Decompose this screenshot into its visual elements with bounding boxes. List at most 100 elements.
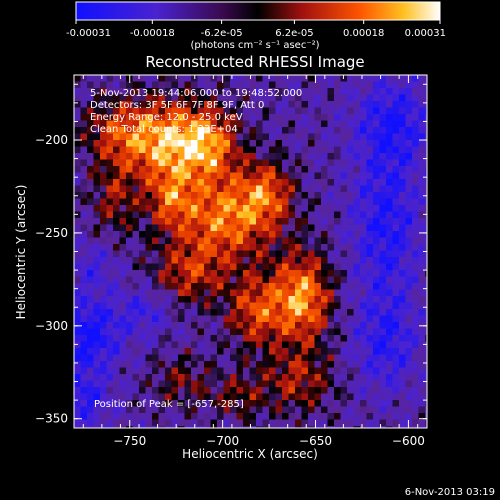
heatmap-cell xyxy=(119,153,127,160)
heatmap-cell xyxy=(256,257,263,264)
heatmap-cell xyxy=(340,224,348,232)
heatmap-cell xyxy=(74,75,81,82)
heatmap-cell xyxy=(152,75,159,82)
heatmap-cell xyxy=(386,153,393,160)
heatmap-cell xyxy=(100,231,107,238)
heatmap-cell xyxy=(145,101,153,108)
heatmap-cell xyxy=(197,94,205,102)
heatmap-cell xyxy=(217,341,224,349)
heatmap-cell xyxy=(275,270,283,277)
heatmap-cell xyxy=(87,276,94,284)
heatmap-cell xyxy=(74,224,81,232)
heatmap-cell xyxy=(386,348,393,355)
heatmap-cell xyxy=(360,257,367,264)
heatmap-cell xyxy=(152,335,159,342)
heatmap-cell xyxy=(217,231,224,238)
heatmap-cell xyxy=(243,159,250,167)
heatmap-cell xyxy=(249,146,257,154)
heatmap-cell xyxy=(386,419,393,427)
heatmap-cell xyxy=(282,283,289,290)
heatmap-cell xyxy=(145,120,153,128)
heatmap-cell xyxy=(100,192,107,199)
heatmap-cell xyxy=(126,263,133,271)
heatmap-cell xyxy=(360,146,367,154)
heatmap-cell xyxy=(132,393,140,401)
heatmap-cell xyxy=(295,361,302,368)
heatmap-cell xyxy=(425,237,427,245)
heatmap-cell xyxy=(366,244,374,251)
heatmap-cell xyxy=(412,88,419,95)
heatmap-cell xyxy=(217,406,224,414)
heatmap-cell xyxy=(230,276,237,284)
heatmap-cell xyxy=(386,75,393,82)
heatmap-cell xyxy=(321,114,328,121)
heatmap-cell xyxy=(392,250,400,258)
heatmap-cell xyxy=(184,75,192,82)
heatmap-cell xyxy=(373,94,380,102)
heatmap-cell xyxy=(353,400,361,407)
heatmap-cell xyxy=(418,354,426,362)
heatmap-cell xyxy=(256,348,263,355)
heatmap-cell xyxy=(262,237,270,245)
heatmap-cell xyxy=(327,419,335,427)
heatmap-cell xyxy=(119,283,127,290)
heatmap-cell xyxy=(106,198,114,206)
heatmap-cell xyxy=(80,211,88,219)
heatmap-cell xyxy=(327,114,335,121)
heatmap-cell xyxy=(334,270,341,277)
heatmap-cell xyxy=(217,159,224,167)
heatmap-cell xyxy=(340,328,348,336)
heatmap-cell xyxy=(171,263,179,271)
heatmap-cell xyxy=(204,224,211,232)
heatmap-cell xyxy=(256,380,263,388)
heatmap-cell xyxy=(399,270,406,277)
heatmap-cell xyxy=(282,75,289,82)
heatmap-cell xyxy=(204,426,211,428)
heatmap-cell xyxy=(379,114,387,121)
heatmap-cell xyxy=(412,263,419,271)
heatmap-cell xyxy=(145,114,153,121)
heatmap-cell xyxy=(301,231,309,238)
heatmap-cell xyxy=(249,367,257,375)
heatmap-cell xyxy=(178,374,185,381)
heatmap-cell xyxy=(334,211,341,219)
heatmap-cell xyxy=(256,179,263,186)
heatmap-cell xyxy=(230,146,237,154)
heatmap-cell xyxy=(191,179,198,186)
heatmap-cell xyxy=(347,328,354,336)
heatmap-cell xyxy=(243,250,250,258)
heatmap-cell xyxy=(275,413,283,420)
heatmap-cell xyxy=(399,400,406,407)
heatmap-cell xyxy=(269,81,276,89)
heatmap-cell xyxy=(295,179,302,186)
heatmap-cell xyxy=(145,263,153,271)
heatmap-cell xyxy=(165,133,172,141)
heatmap-cell xyxy=(275,159,283,167)
heatmap-cell xyxy=(366,146,374,154)
heatmap-cell xyxy=(191,270,198,277)
heatmap-cell xyxy=(314,419,322,427)
heatmap-cell xyxy=(262,166,270,173)
heatmap-cell xyxy=(373,361,380,368)
heatmap-cell xyxy=(360,179,367,186)
heatmap-cell xyxy=(425,367,427,375)
heatmap-cell xyxy=(249,283,257,290)
heatmap-cell xyxy=(80,348,88,355)
heatmap-cell xyxy=(106,244,114,251)
heatmap-cell xyxy=(360,322,367,329)
heatmap-cell xyxy=(132,387,140,394)
heatmap-cell xyxy=(412,140,419,147)
heatmap-cell xyxy=(204,315,211,323)
heatmap-cell xyxy=(217,153,224,160)
heatmap-cell xyxy=(171,380,179,388)
heatmap-cell xyxy=(197,250,205,258)
heatmap-cell xyxy=(74,94,81,102)
heatmap-cell xyxy=(379,211,387,219)
heatmap-cell xyxy=(197,133,205,141)
heatmap-cell xyxy=(223,289,231,297)
heatmap-cell xyxy=(301,237,309,245)
heatmap-cell xyxy=(425,81,427,89)
heatmap-cell xyxy=(262,185,270,193)
heatmap-cell xyxy=(256,133,263,141)
heatmap-cell xyxy=(256,289,263,297)
